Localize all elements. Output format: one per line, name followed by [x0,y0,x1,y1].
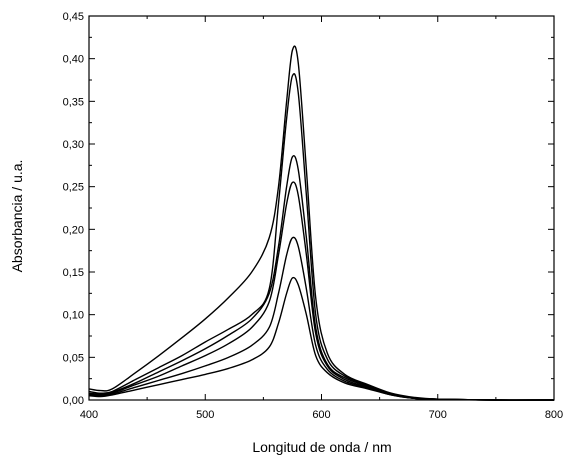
y-tick-label: 0,20 [63,224,84,236]
spectrum-line-3 [88,155,555,401]
y-tick-label: 0,40 [63,54,84,66]
x-axis-ticks: 400 500 600 700 800 [80,409,563,421]
y-axis-ticks: 0,00 0,05 0,10 0,15 0,20 0,25 0,30 0,35 0,40 0,45 [63,11,84,407]
y-tick-label: 0,00 [63,395,84,407]
x-tick-label: 500 [196,409,214,421]
spectrum-line-1 [88,45,555,401]
spectrum-line-6 [88,276,555,401]
y-tick-label: 0,45 [63,11,84,23]
y-tick-label: 0,10 [63,310,84,322]
y-tick-label: 0,05 [63,352,84,364]
y-tick-label: 0,25 [63,182,84,194]
plot-frame [88,15,555,401]
plot-area [88,15,555,401]
x-tick-label: 800 [545,409,563,421]
x-axis-title: Longitud de onda / nm [252,439,391,455]
x-tick-label: 600 [312,409,330,421]
y-tick-label: 0,30 [63,139,84,151]
x-tick-label: 400 [80,409,98,421]
y-tick-label: 0,15 [63,267,84,279]
y-axis-title: Absorbancia / u.a. [9,160,25,273]
y-tick-label: 0,35 [63,96,84,108]
x-tick-label: 700 [429,409,447,421]
spectrum-line-4 [88,181,555,401]
